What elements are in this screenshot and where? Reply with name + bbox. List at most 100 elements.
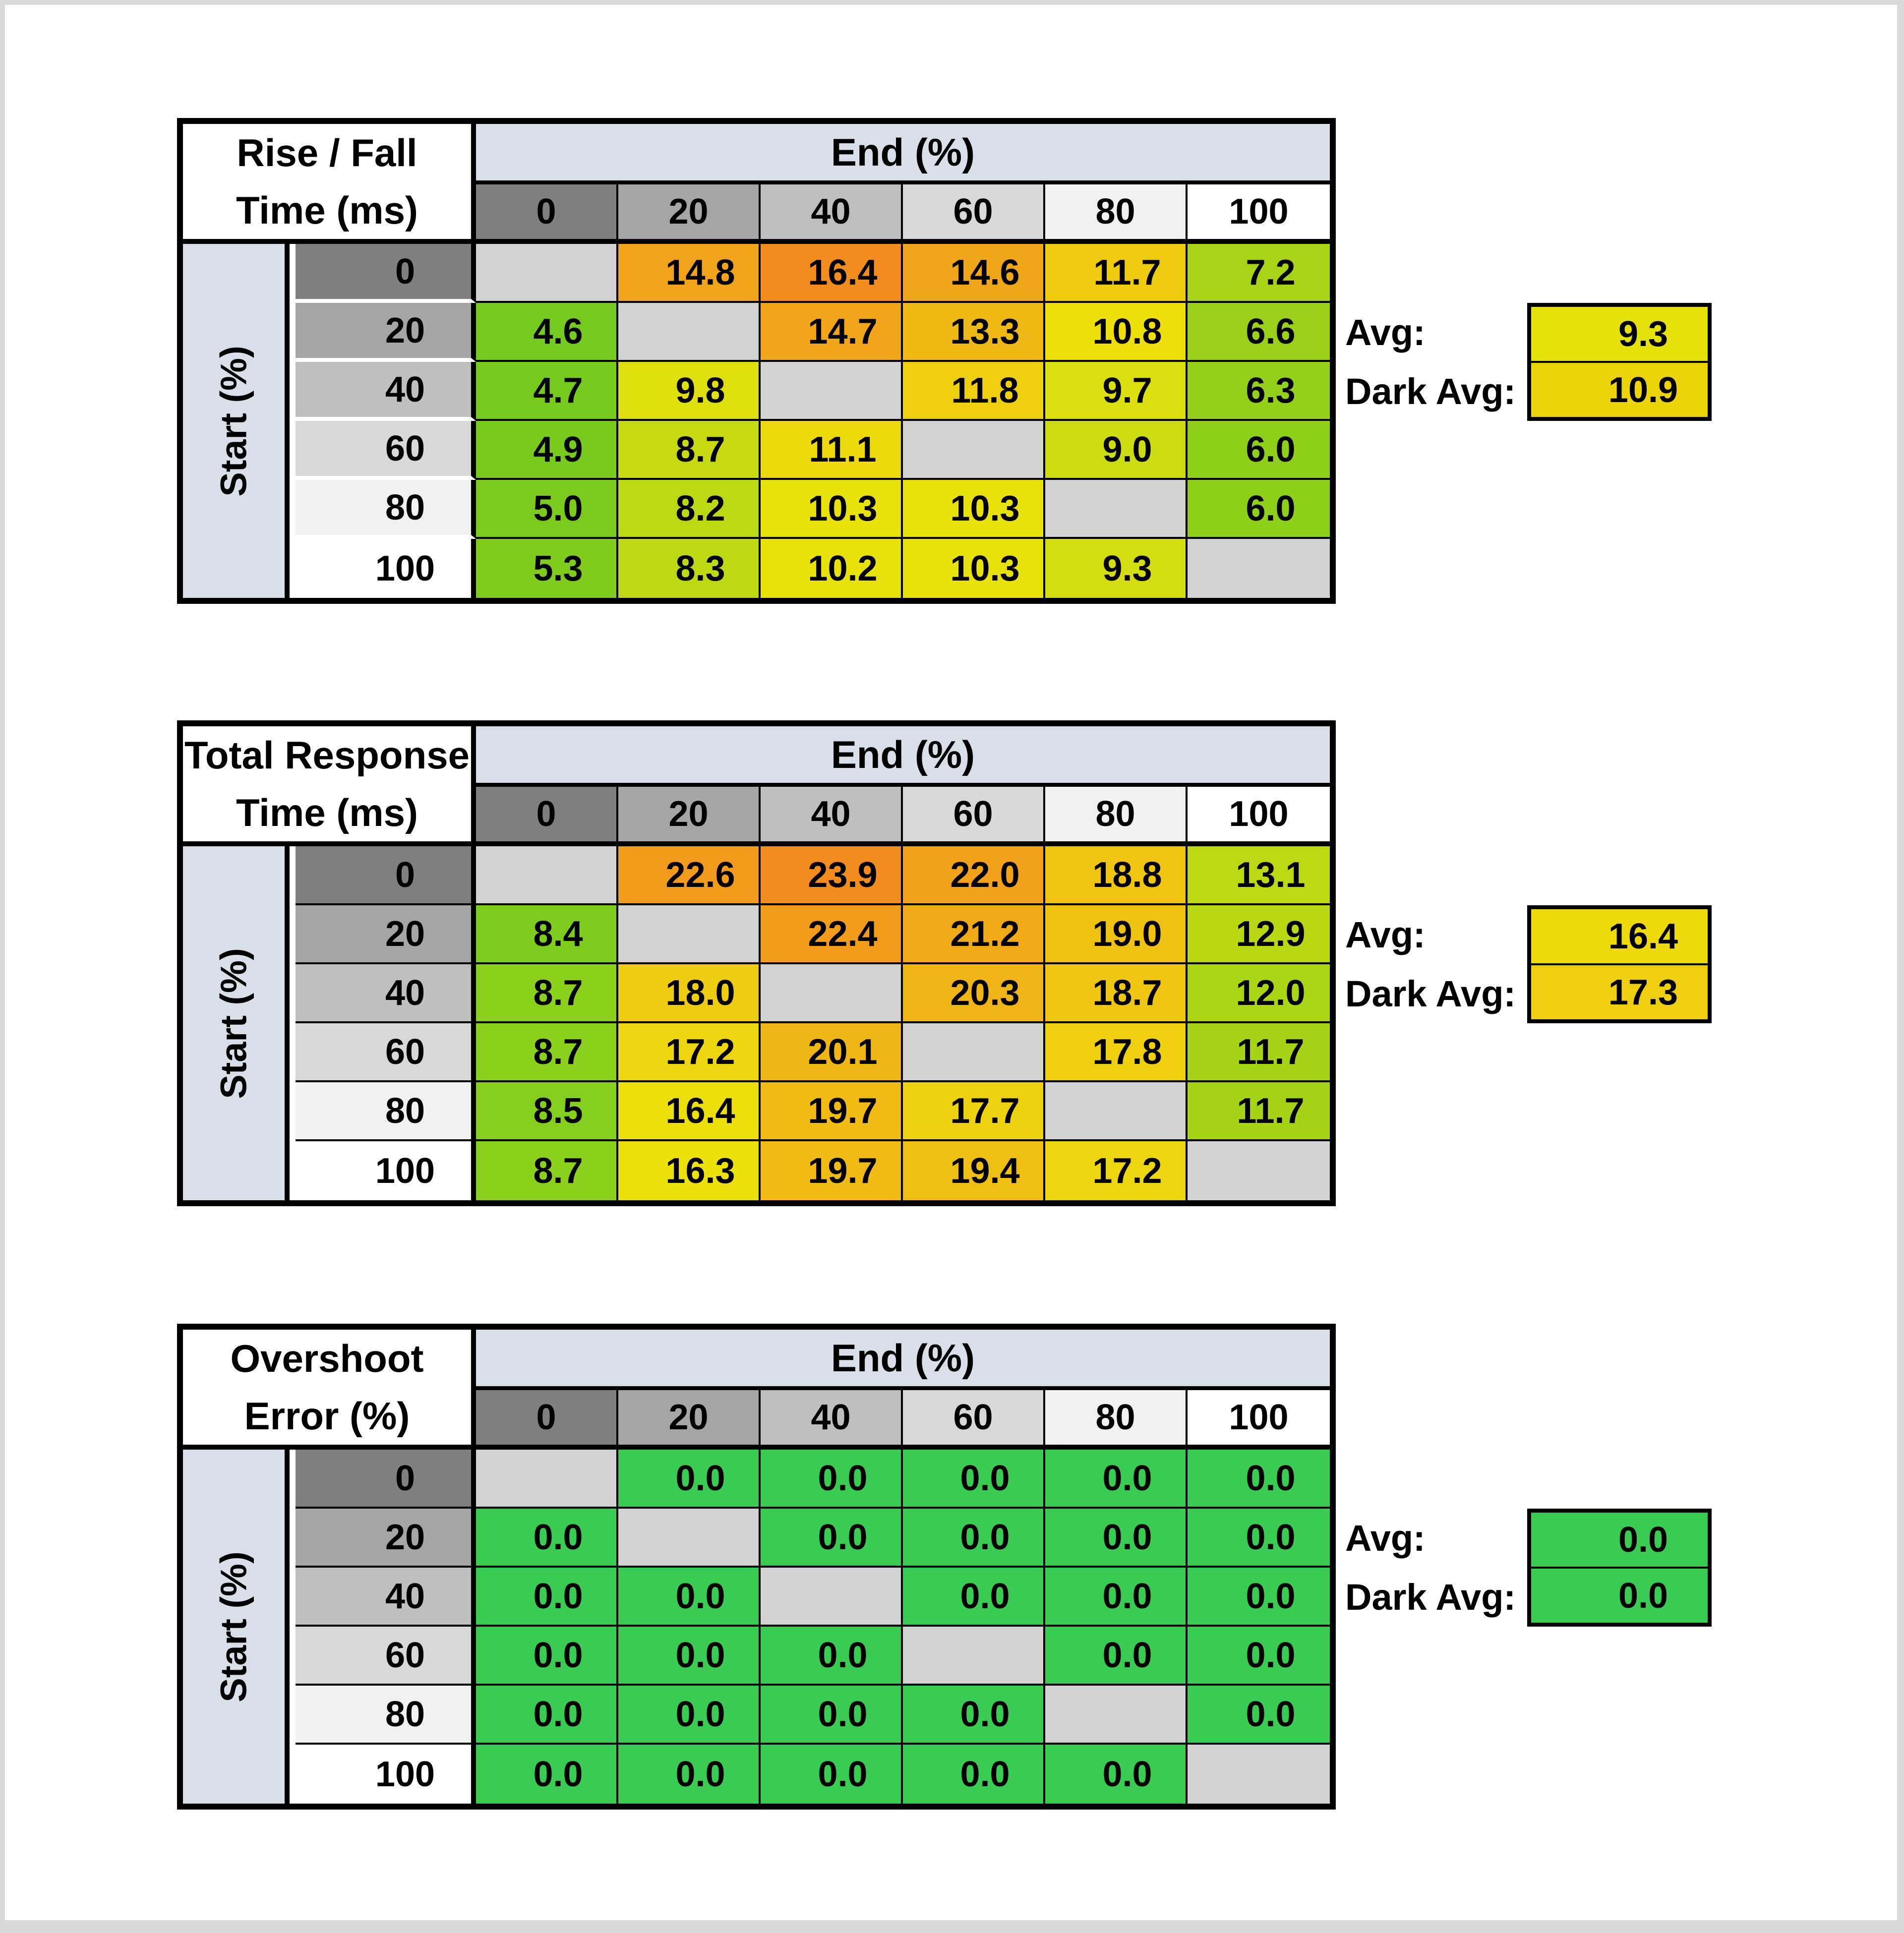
row-header: 100: [296, 1745, 476, 1804]
row-header: 40: [296, 964, 476, 1023]
column-header: 100: [1188, 184, 1330, 244]
dark-avg-value: 17.3: [1531, 965, 1708, 1019]
value-cell: 7.2: [1188, 244, 1330, 303]
heatmap-grid: Total Response Time (ms) End (%) Start (…: [177, 720, 1336, 1206]
value-cell: 8.7: [476, 964, 618, 1023]
blank-cell: [618, 1509, 761, 1568]
value-cell: 18.0: [618, 964, 761, 1023]
value-cell: 0.0: [1188, 1568, 1330, 1627]
value-cell: 0.0: [618, 1450, 761, 1509]
value-cell: 0.0: [618, 1686, 761, 1745]
row-header: 60: [296, 1627, 476, 1686]
row-header: 20: [296, 303, 476, 362]
value-cell: 6.6: [1188, 303, 1330, 362]
page-edge-right: [1897, 0, 1904, 1933]
value-cell: 0.0: [1188, 1686, 1330, 1745]
value-cell: 6.3: [1188, 362, 1330, 421]
dark-avg-label: Dark Avg:: [1345, 371, 1516, 412]
value-cell: 0.0: [903, 1568, 1045, 1627]
row-header: 100: [296, 539, 476, 598]
value-cell: 0.0: [476, 1509, 618, 1568]
blank-cell: [903, 421, 1045, 480]
row-header: 0: [296, 1450, 476, 1509]
blank-cell: [1188, 539, 1330, 598]
value-cell: 18.7: [1045, 964, 1188, 1023]
row-header: 40: [296, 1568, 476, 1627]
column-header: 60: [903, 184, 1045, 244]
table-title-line2: Time (ms): [236, 188, 418, 232]
dark-avg-label: Dark Avg:: [1345, 1577, 1516, 1618]
value-cell: 0.0: [1188, 1509, 1330, 1568]
value-cell: 0.0: [1188, 1450, 1330, 1509]
dark-avg-value: 10.9: [1531, 363, 1708, 417]
value-cell: 11.7: [1188, 1023, 1330, 1082]
value-cell: 19.0: [1045, 905, 1188, 964]
row-header: 20: [296, 1509, 476, 1568]
value-cell: 8.2: [618, 480, 761, 539]
avg-label: Avg:: [1345, 914, 1426, 955]
value-cell: 0.0: [1045, 1568, 1188, 1627]
value-cell: 0.0: [476, 1627, 618, 1686]
column-header: 20: [618, 787, 761, 846]
value-cell: 14.6: [903, 244, 1045, 303]
column-header: 80: [1045, 1390, 1188, 1450]
blank-cell: [618, 905, 761, 964]
value-cell: 10.3: [903, 539, 1045, 598]
value-cell: 22.4: [761, 905, 903, 964]
column-header: 100: [1188, 787, 1330, 846]
value-cell: 17.2: [618, 1023, 761, 1082]
value-cell: 8.7: [476, 1141, 618, 1200]
blank-cell: [903, 1023, 1045, 1082]
blank-cell: [1188, 1141, 1330, 1200]
page-edge-bottom: [0, 1920, 1904, 1933]
value-cell: 13.3: [903, 303, 1045, 362]
value-cell: 14.8: [618, 244, 761, 303]
column-header: 40: [761, 787, 903, 846]
blank-cell: [761, 964, 903, 1023]
value-cell: 8.5: [476, 1082, 618, 1141]
row-header: 100: [296, 1141, 476, 1200]
value-cell: 17.7: [903, 1082, 1045, 1141]
avg-value: 9.3: [1531, 307, 1708, 361]
total-response-table: Total Response Time (ms) End (%) Start (…: [177, 720, 1734, 1216]
column-header: 0: [476, 787, 618, 846]
value-cell: 0.0: [1045, 1509, 1188, 1568]
blank-cell: [761, 362, 903, 421]
blank-cell: [476, 846, 618, 905]
value-cell: 0.0: [903, 1745, 1045, 1804]
blank-cell: [761, 1568, 903, 1627]
end-axis-header: End (%): [476, 124, 1330, 184]
value-cell: 0.0: [618, 1745, 761, 1804]
value-cell: 12.0: [1188, 964, 1330, 1023]
value-cell: 20.3: [903, 964, 1045, 1023]
table-title-line1: Total Response: [184, 733, 470, 777]
value-cell: 13.1: [1188, 846, 1330, 905]
heatmap-grid: Rise / Fall Time (ms) End (%) Start (%) …: [177, 118, 1336, 604]
value-cell: 16.3: [618, 1141, 761, 1200]
value-cell: 22.0: [903, 846, 1045, 905]
value-cell: 8.7: [618, 421, 761, 480]
row-header: 0: [296, 846, 476, 905]
value-cell: 0.0: [476, 1568, 618, 1627]
row-header: 80: [296, 480, 476, 539]
value-cell: 23.9: [761, 846, 903, 905]
value-cell: 8.7: [476, 1023, 618, 1082]
end-axis-header: End (%): [476, 726, 1330, 787]
start-axis-header: Start (%): [183, 244, 290, 598]
blank-cell: [1045, 1082, 1188, 1141]
column-header: 80: [1045, 787, 1188, 846]
row-header: 20: [296, 905, 476, 964]
value-cell: 0.0: [1045, 1745, 1188, 1804]
value-cell: 0.0: [476, 1745, 618, 1804]
value-cell: 4.9: [476, 421, 618, 480]
row-header: 60: [296, 421, 476, 480]
value-cell: 6.0: [1188, 480, 1330, 539]
value-cell: 8.3: [618, 539, 761, 598]
column-header: 40: [761, 184, 903, 244]
table-title: Rise / Fall Time (ms): [183, 124, 476, 244]
value-cell: 19.7: [761, 1082, 903, 1141]
blank-cell: [618, 303, 761, 362]
column-header: 60: [903, 787, 1045, 846]
